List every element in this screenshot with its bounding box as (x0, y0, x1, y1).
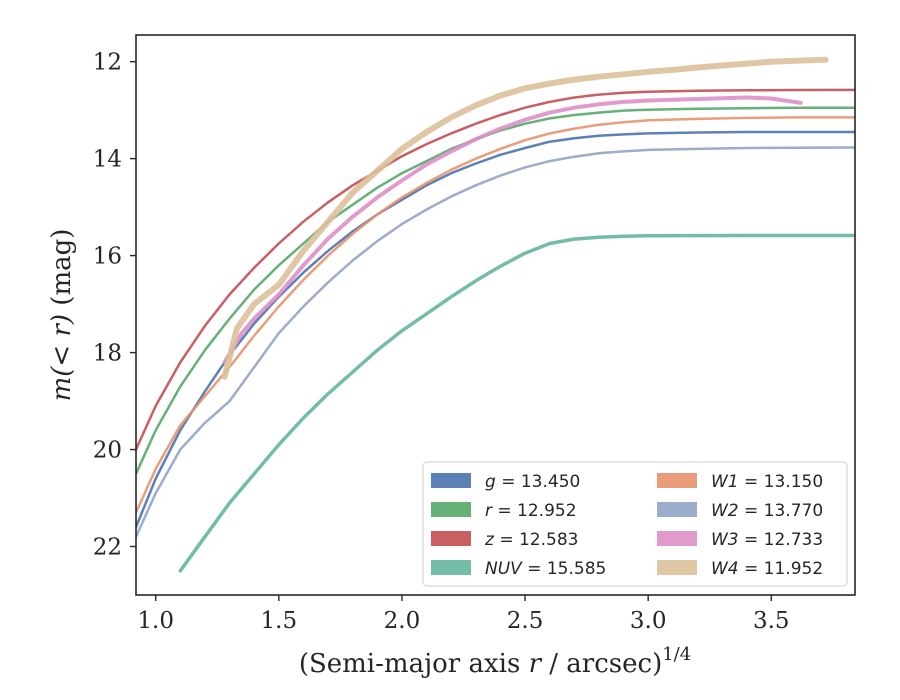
y-tick-label: 20 (93, 438, 122, 464)
y-tick-label: 16 (93, 244, 122, 270)
legend-swatch-w3 (657, 531, 697, 546)
x-tick-label: 1.0 (137, 608, 174, 634)
x-tick-label: 3.0 (630, 608, 667, 634)
x-tick-label: 1.5 (261, 608, 298, 634)
series-line-w4 (221, 56, 829, 380)
plot-area (136, 56, 855, 573)
y-tick-label: 18 (93, 341, 122, 367)
legend-swatch-w1 (657, 473, 697, 488)
legend-label-g: g = 13.450 (485, 472, 580, 492)
legend-box (422, 461, 848, 587)
legend-swatch-w4 (657, 560, 697, 575)
x-axis: 1.0 1.5 2.0 2.5 3.0 3.5 (137, 595, 790, 634)
legend-label-r: r = 12.952 (485, 501, 577, 521)
legend-label-z: z = 12.583 (484, 530, 578, 550)
plot-frame (135, 34, 856, 596)
y-tick-label: 14 (93, 147, 122, 173)
x-axis-label: (Semi-major axis r / arcsec)1/4 (299, 644, 691, 679)
y-axis: 12 14 16 18 20 22 (93, 50, 136, 561)
series-line-w3 (222, 95, 803, 365)
y-axis-label: m(< r) (mag) (47, 229, 77, 402)
legend-label-w1: W1 = 13.150 (711, 472, 823, 492)
series-line-w1 (136, 116, 855, 514)
y-tick-label: 22 (93, 535, 122, 561)
legend-swatch-g (431, 473, 471, 488)
x-tick-label: 2.0 (384, 608, 421, 634)
legend-label-w2: W2 = 13.770 (711, 501, 823, 521)
series-line-w2 (136, 146, 855, 539)
series-line-z (136, 88, 855, 451)
x-tick-label: 2.5 (507, 608, 544, 634)
legend-label-w3: W3 = 12.733 (711, 530, 823, 550)
y-tick-label: 12 (93, 50, 122, 76)
legend-swatch-r (431, 502, 471, 517)
x-tick-label: 3.5 (753, 608, 790, 634)
legend-swatch-z (431, 531, 471, 546)
legend-label-w4: W4 = 11.952 (711, 559, 823, 579)
series-line-nuv (178, 233, 855, 573)
legend-swatch-w2 (657, 502, 697, 517)
legend-swatch-nuv (431, 560, 471, 575)
series-line-r (136, 106, 855, 476)
legend-label-nuv: NUV = 15.585 (485, 559, 606, 579)
legend: g = 13.450 r = 12.952 z = 12.583 NUV = 15.5… (422, 461, 848, 587)
